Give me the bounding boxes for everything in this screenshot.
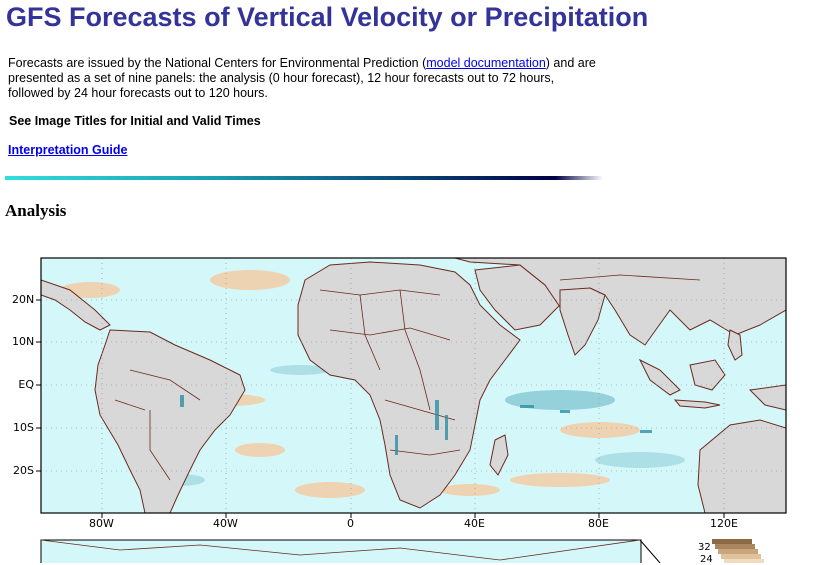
landmasses bbox=[41, 258, 786, 513]
land-south-america bbox=[94, 329, 246, 513]
land-asia bbox=[454, 258, 786, 346]
legend-swatches bbox=[712, 539, 764, 563]
next-panel-diagonal bbox=[639, 539, 661, 563]
lat-label-20s: 20S bbox=[13, 464, 34, 477]
lat-label-20n: 20N bbox=[12, 293, 35, 306]
land-java bbox=[673, 399, 721, 409]
lon-label-80w: 80W bbox=[89, 517, 114, 530]
analysis-heading: Analysis bbox=[5, 201, 67, 220]
legend-value-32: 32 bbox=[698, 542, 711, 553]
model-documentation-link[interactable]: model documentation bbox=[426, 56, 546, 70]
interpretation-guide-link[interactable]: Interpretation Guide bbox=[8, 143, 128, 157]
land-borneo bbox=[689, 359, 726, 391]
analysis-map bbox=[36, 257, 787, 563]
lon-label-40e: 40E bbox=[464, 517, 485, 530]
lon-label-0: 0 bbox=[347, 517, 354, 530]
country-borders bbox=[114, 274, 701, 481]
divider-bar bbox=[5, 176, 603, 180]
land-africa bbox=[297, 261, 521, 509]
intro-text-1: Forecasts are issued by the National Cen… bbox=[8, 56, 427, 70]
land-australia bbox=[697, 419, 786, 513]
land-new-guinea bbox=[748, 384, 786, 411]
land-india bbox=[559, 287, 606, 356]
image-titles-note: See Image Titles for Initial and Valid T… bbox=[9, 114, 261, 128]
land-sumatra bbox=[638, 358, 681, 396]
next-panel-coast bbox=[40, 539, 641, 561]
legend-value-24: 24 bbox=[700, 554, 713, 565]
lat-label-eq: EQ bbox=[18, 378, 34, 391]
intro-paragraph: Forecasts are issued by the National Cen… bbox=[8, 56, 598, 101]
land-madagascar bbox=[489, 434, 509, 476]
axis-ticks bbox=[36, 299, 725, 518]
lon-label-40w: 40W bbox=[213, 517, 238, 530]
land-philippines bbox=[727, 329, 743, 361]
lon-label-80e: 80E bbox=[588, 517, 609, 530]
map-gridlines bbox=[41, 258, 786, 513]
page-title: GFS Forecasts of Vertical Velocity or Pr… bbox=[6, 2, 649, 32]
lat-label-10n: 10N bbox=[12, 335, 35, 348]
lon-label-120e: 120E bbox=[710, 517, 738, 530]
analysis-map-panel[interactable]: 20N 10N EQ 10S 20S 80W 40W 0 40E 80E 120… bbox=[0, 250, 834, 565]
next-panel-edge bbox=[40, 539, 642, 563]
lat-label-10s: 10S bbox=[13, 421, 34, 434]
land-central-america bbox=[41, 279, 111, 331]
intro-text-2: ) and are presented as a set of nine pan… bbox=[8, 56, 596, 100]
ascent-cells bbox=[180, 395, 652, 455]
